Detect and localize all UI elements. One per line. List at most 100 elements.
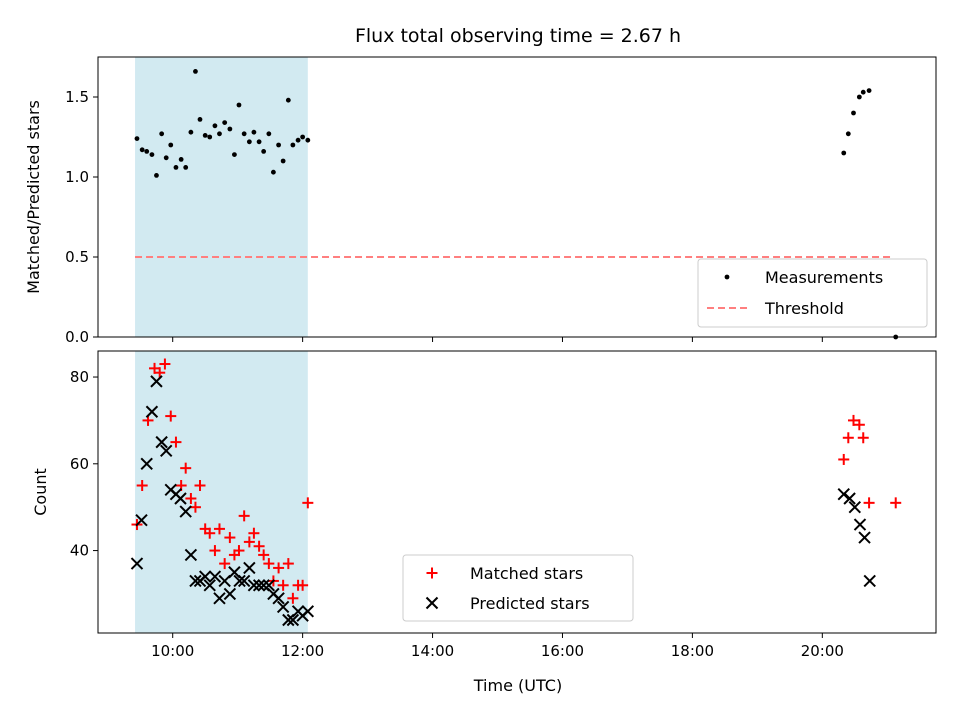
matched-star-point bbox=[159, 358, 171, 370]
matched-star-point bbox=[853, 419, 865, 431]
measurement-point bbox=[188, 129, 194, 135]
measurement-point bbox=[305, 137, 311, 143]
measurement-point bbox=[163, 155, 169, 161]
predicted-star-point bbox=[252, 579, 266, 592]
predicted-star-point bbox=[262, 579, 276, 592]
measurement-point bbox=[236, 102, 242, 108]
legend-predicted-label: Predicted stars bbox=[470, 594, 590, 613]
predicted-star-x-b bbox=[223, 587, 237, 601]
matched-star-point bbox=[847, 414, 859, 426]
predicted-star-x-b bbox=[179, 505, 192, 518]
predicted-star-point bbox=[184, 548, 198, 562]
top-y-tick-label: 1.0 bbox=[65, 168, 89, 186]
measurement-point bbox=[173, 165, 179, 170]
matched-star-point bbox=[204, 527, 216, 539]
matched-star-point bbox=[277, 579, 289, 591]
predicted-star-point bbox=[160, 444, 173, 457]
matched-star-point bbox=[165, 410, 177, 422]
measurement-point bbox=[270, 169, 276, 175]
bottom-y-tick-label: 80 bbox=[70, 368, 89, 386]
measurement-point bbox=[202, 133, 208, 138]
measurement-point bbox=[207, 134, 213, 140]
top-observing-span bbox=[135, 57, 308, 337]
predicted-star-point bbox=[223, 587, 237, 601]
matched-star-point bbox=[219, 558, 231, 570]
legend-matched-label: Matched stars bbox=[470, 564, 583, 583]
predicted-star-x-b bbox=[184, 548, 198, 562]
matched-star-point bbox=[302, 497, 314, 509]
measurement-point bbox=[261, 149, 267, 154]
legend-predicted-marker bbox=[425, 596, 439, 610]
top-y-axis-label: Matched/Predicted stars bbox=[24, 100, 43, 294]
top-y-tick-label: 1.5 bbox=[65, 88, 89, 106]
measurement-point bbox=[144, 149, 150, 154]
predicted-star-x-b bbox=[135, 513, 148, 527]
predicted-star-x-b bbox=[174, 492, 187, 505]
predicted-star-x-b bbox=[160, 444, 173, 457]
predicted-star-point bbox=[155, 435, 168, 449]
predicted-star-point bbox=[135, 513, 148, 527]
measurement-point bbox=[285, 97, 291, 103]
measurement-point bbox=[197, 117, 203, 122]
predicted-star-point bbox=[853, 518, 867, 531]
predicted-star-x-b bbox=[203, 579, 216, 592]
predicted-star-x-b bbox=[233, 574, 246, 588]
top-y-tick-label: 0.0 bbox=[65, 328, 89, 346]
top-legend-box bbox=[697, 258, 928, 328]
x-tick-label: 10:00 bbox=[151, 642, 194, 660]
matched-star-point bbox=[282, 558, 294, 570]
predicted-star-point bbox=[150, 375, 163, 388]
matched-star-point bbox=[238, 510, 250, 522]
predicted-star-x-b bbox=[243, 561, 256, 575]
matched-star-point bbox=[189, 501, 201, 513]
matched-star-point bbox=[253, 540, 265, 552]
x-tick-label: 12:00 bbox=[281, 642, 324, 660]
legend-measurements-label: Measurements bbox=[765, 268, 883, 287]
predicted-star-point bbox=[863, 574, 876, 588]
predicted-star-point bbox=[848, 500, 862, 514]
predicted-star-x-b bbox=[837, 487, 850, 501]
predicted-star-point bbox=[858, 531, 871, 544]
measurement-point bbox=[212, 123, 218, 129]
bottom-y-tick-label: 40 bbox=[70, 542, 89, 560]
matched-star-point bbox=[194, 479, 206, 491]
matched-star-point bbox=[263, 558, 275, 570]
matched-star-point bbox=[287, 592, 299, 604]
top-marks bbox=[134, 69, 899, 340]
predicted-star-point bbox=[228, 566, 241, 579]
measurement-point bbox=[256, 139, 262, 145]
measurement-point bbox=[193, 69, 198, 74]
predicted-star-point bbox=[145, 405, 159, 418]
matched-star-point bbox=[258, 549, 270, 561]
predicted-star-x-b bbox=[272, 592, 285, 605]
predicted-star-point bbox=[282, 613, 295, 627]
predicted-star-point bbox=[213, 592, 226, 605]
legend-predicted-x-b bbox=[425, 596, 439, 610]
matched-star-point bbox=[273, 562, 285, 574]
matched-star-point bbox=[136, 479, 148, 491]
predicted-star-x-b bbox=[257, 579, 270, 592]
measurement-point bbox=[227, 126, 233, 132]
measurement-point bbox=[860, 89, 866, 95]
measurement-point bbox=[845, 131, 851, 137]
predicted-star-x-b bbox=[150, 375, 163, 388]
matched-star-point bbox=[838, 453, 850, 465]
predicted-star-x-b bbox=[213, 592, 226, 605]
predicted-star-point bbox=[237, 574, 251, 588]
predicted-star-point bbox=[140, 457, 153, 471]
top-axes-frame bbox=[97, 56, 937, 338]
predicted-star-x-b bbox=[301, 605, 315, 618]
bottom-y-ticks: 40 60 80 bbox=[70, 368, 98, 560]
measurement-point bbox=[280, 158, 286, 164]
x-axis-label: Time (UTC) bbox=[473, 676, 562, 695]
predicted-star-x-b bbox=[848, 500, 862, 514]
measurement-point bbox=[266, 131, 272, 137]
top-x-ticks bbox=[172, 337, 823, 342]
measurement-point bbox=[159, 131, 165, 137]
matched-star-point bbox=[863, 497, 875, 509]
predicted-star-point bbox=[276, 600, 290, 614]
predicted-star-x-b bbox=[189, 574, 202, 588]
measurement-point bbox=[851, 110, 856, 116]
legend-threshold-label: Threshold bbox=[764, 299, 844, 318]
predicted-star-point bbox=[843, 492, 856, 505]
